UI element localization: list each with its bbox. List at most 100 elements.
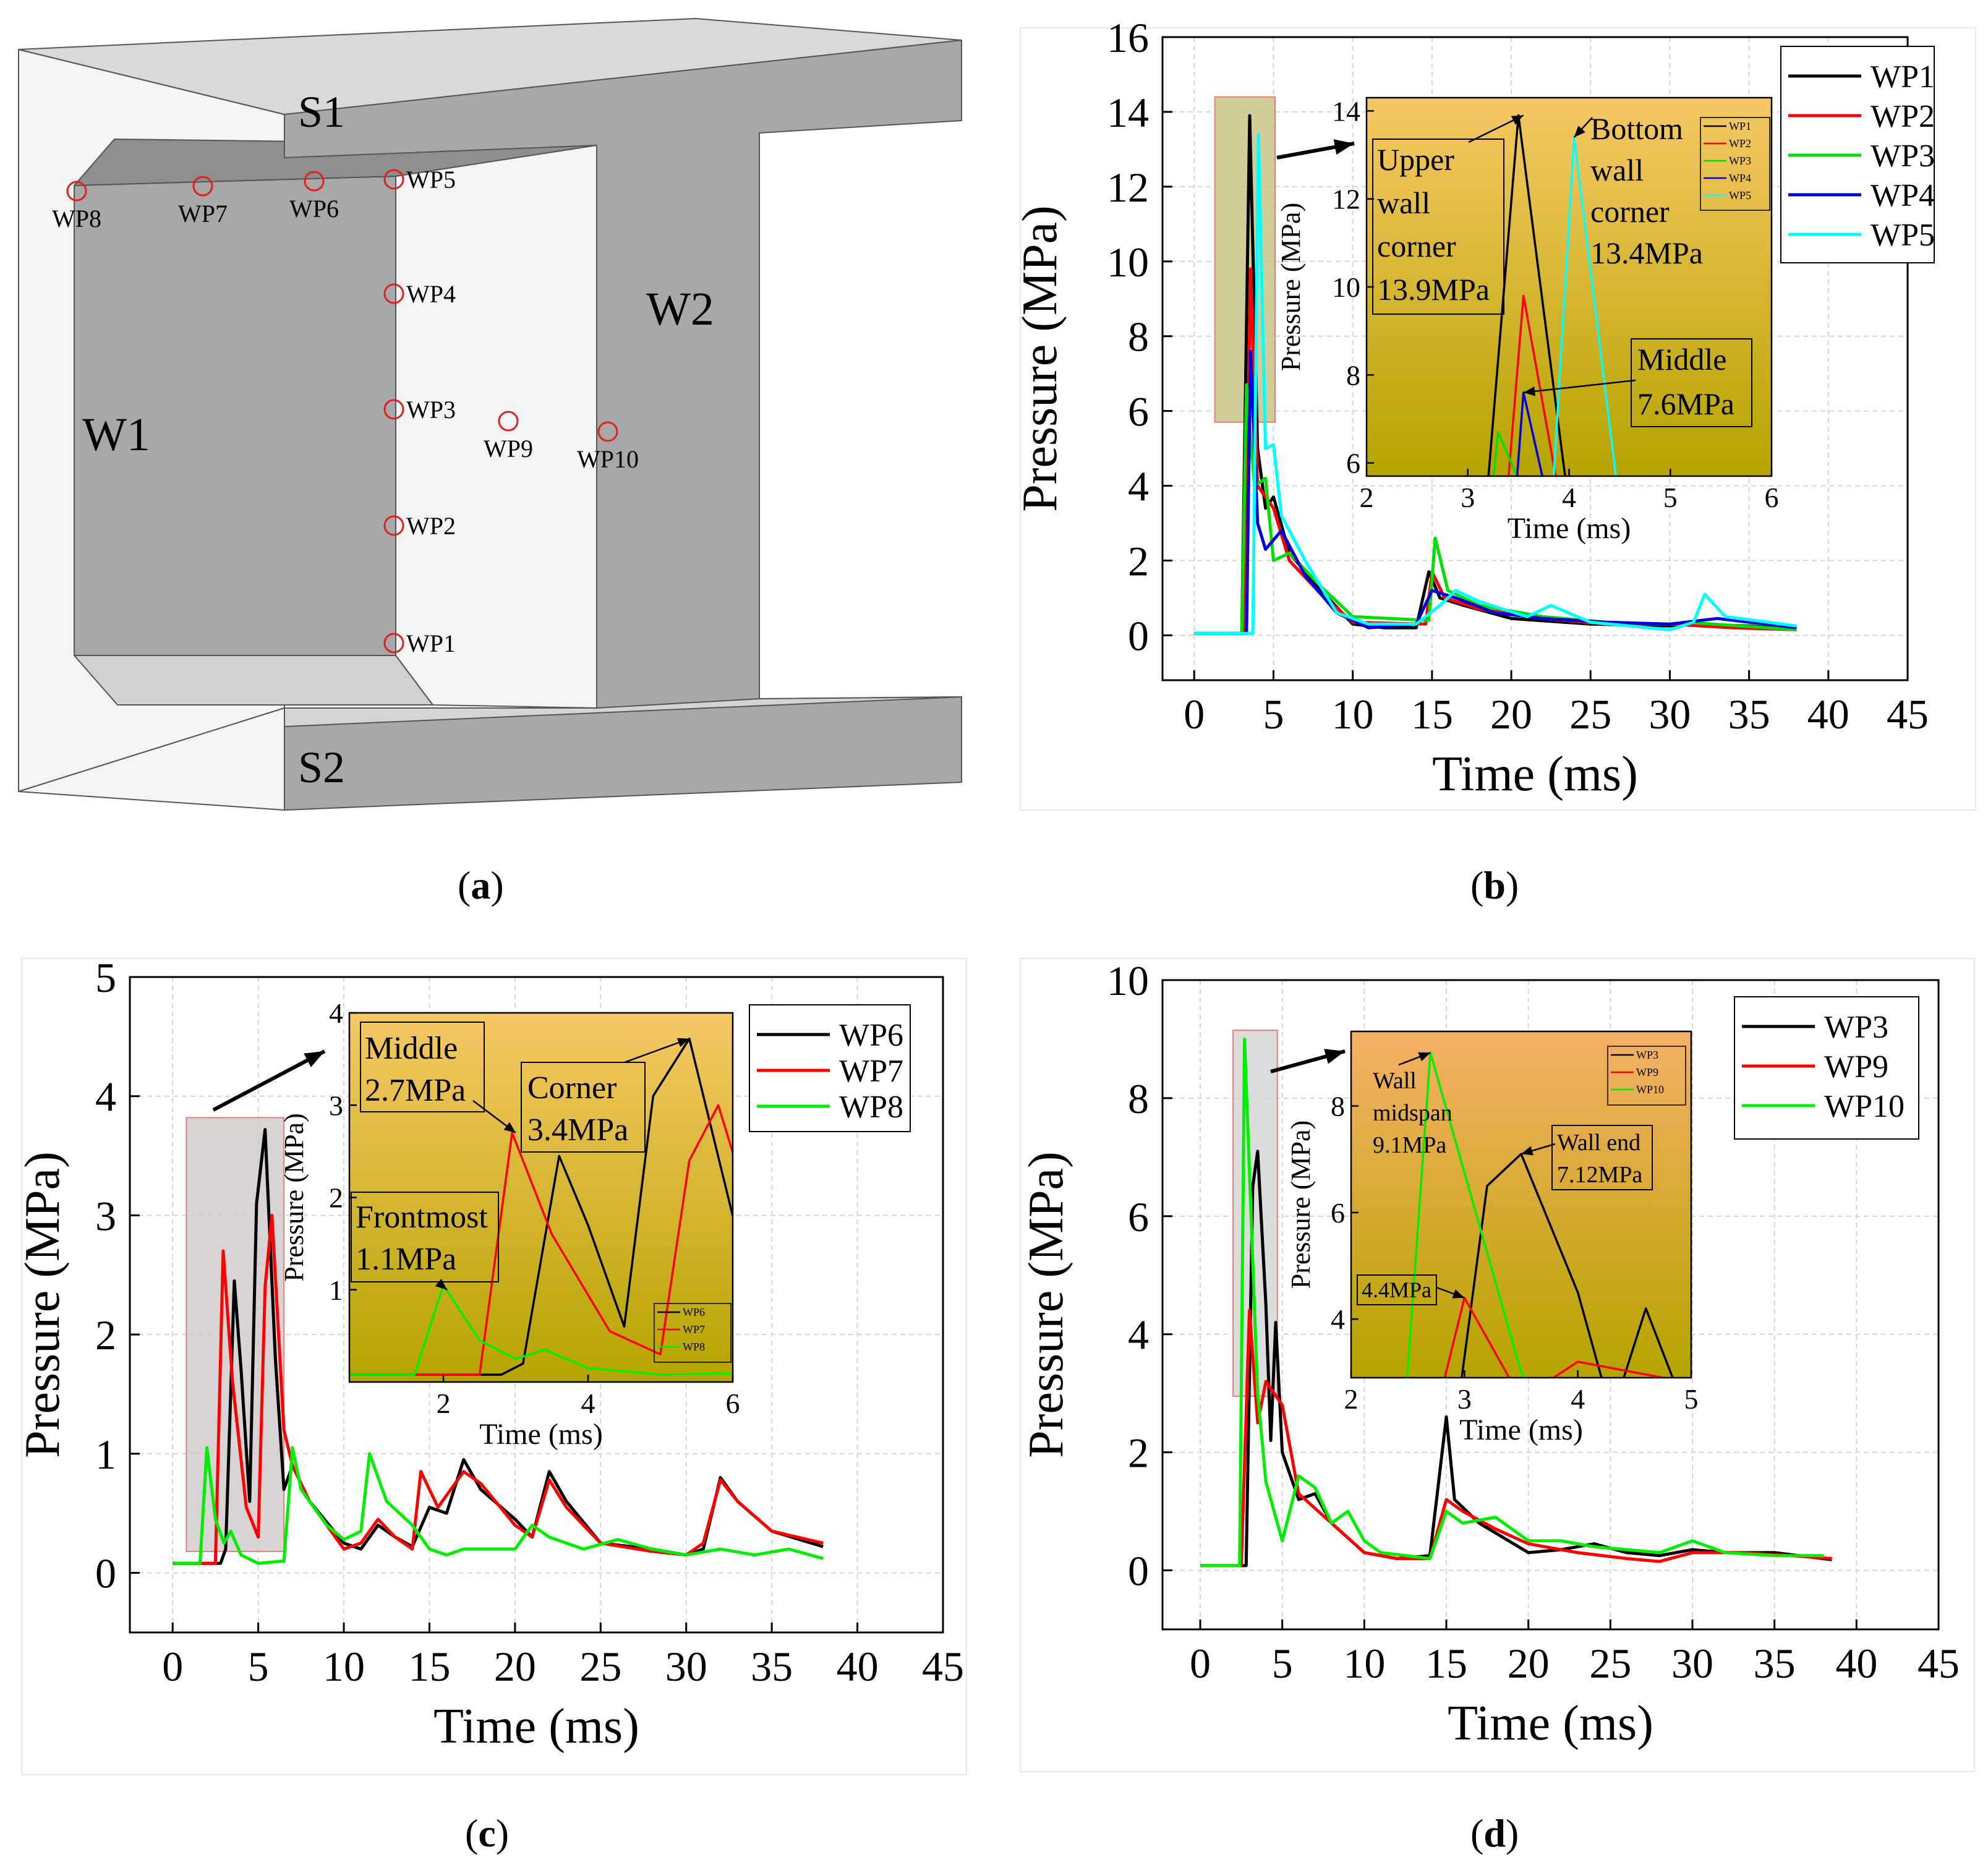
marker-wp9	[498, 411, 519, 432]
inset-legend-label-wp6: WP6	[683, 1306, 705, 1318]
inset-d-legend	[1607, 1046, 1686, 1106]
inset-b-xtick-label: 3	[1461, 482, 1475, 513]
inset-c-annotation: Corner 3.4MPa	[521, 1038, 690, 1153]
inset-legend-label-wp7: WP7	[683, 1323, 705, 1336]
annotation-text: Corner	[527, 1070, 616, 1106]
annotation-text: Middle	[1637, 342, 1726, 377]
annotation-text: 4.4MPa	[1362, 1278, 1431, 1302]
chart-d-xtick-label: 40	[1835, 1640, 1877, 1687]
inset-legend-label-wp3: WP3	[1729, 155, 1751, 167]
annotation-text: Upper	[1377, 142, 1454, 177]
inset-c-xlabel: Time (ms)	[479, 1418, 603, 1451]
inset-b-annotation: Upper wall corner 13.9MPa	[1372, 114, 1524, 315]
series-line-wp10	[1200, 1038, 1824, 1568]
annotation-leader	[1523, 379, 1636, 394]
series-line-wp5	[1194, 132, 1797, 635]
annotation-arrowhead	[1521, 1146, 1534, 1156]
inset-c-annotation: Frontmost 1.1MPa	[351, 1192, 499, 1291]
chart-d-xtick-label: 30	[1671, 1640, 1713, 1687]
label-wp6: WP6	[289, 195, 339, 223]
annotation-text: Bottom	[1590, 111, 1683, 146]
inset-d-xtick-label: 3	[1457, 1383, 1472, 1415]
diagram-s1-face	[284, 40, 962, 811]
annotation-text: Wall	[1373, 1068, 1417, 1094]
chart-b-ytick-label: 6	[1128, 388, 1149, 435]
inset-b-ytick-label: 12	[1332, 184, 1360, 215]
chart-c-ytick-label: 1	[95, 1431, 116, 1478]
chart-b-xtick-label: 20	[1490, 691, 1532, 738]
marker-wp1	[383, 633, 404, 654]
marker-wp6	[304, 171, 325, 192]
chart-b-ytick-label: 2	[1128, 538, 1149, 585]
chart-c-xtick-label: 15	[408, 1643, 450, 1690]
chart-d-zoom-arrowhead	[1324, 1049, 1345, 1064]
inset-legend-label-wp1: WP1	[1729, 120, 1751, 132]
inset-legend-label-wp8: WP8	[683, 1341, 705, 1353]
marker-wp8	[66, 181, 87, 202]
diagram-label-w1: W1	[82, 409, 150, 461]
annotation-text: wall	[1377, 186, 1430, 220]
marker-wp7	[192, 176, 213, 197]
annotation-box	[1372, 139, 1504, 315]
chart-c-ylabel: Pressure (MPa)	[15, 1151, 70, 1457]
chart-b-ytick-label: 12	[1107, 164, 1149, 211]
chart-c-frame	[21, 958, 967, 1775]
diagram-panel-a	[18, 18, 962, 811]
chart-d-xtick-label: 10	[1343, 1640, 1385, 1687]
label-wp9: WP9	[484, 435, 533, 463]
legend-label-wp3: WP3	[1824, 1010, 1888, 1045]
chart-c-xtick-label: 0	[162, 1643, 183, 1690]
chart-b-ytick-label: 8	[1128, 314, 1149, 361]
chart-d-xtick-label: 35	[1754, 1640, 1796, 1687]
annotation-arrowhead	[676, 1038, 689, 1047]
marker-wp5	[383, 169, 404, 190]
inset-b-ylabel: Pressure (MPa)	[1276, 203, 1306, 372]
inset-b-ytick-label: 10	[1332, 271, 1360, 303]
inset-b-legend	[1700, 117, 1770, 211]
chart-d-ytick-label: 4	[1128, 1312, 1149, 1359]
series-line-wp4	[1194, 349, 1797, 635]
chart-b-ytick-label: 14	[1107, 89, 1149, 136]
inset-b-annotation: Middle 7.6MPa	[1523, 338, 1752, 427]
chart-c-xtick-label: 5	[248, 1643, 269, 1690]
inset-d-xtick-label: 5	[1684, 1383, 1699, 1415]
chart-b-ytick-label: 10	[1107, 239, 1149, 286]
annotation-text: 2.7MPa	[365, 1073, 466, 1108]
inset-b-ytick-label: 8	[1346, 359, 1360, 391]
inset-c-background	[349, 1013, 733, 1382]
label-wp10: WP10	[577, 445, 639, 473]
annotation-text: Middle	[365, 1031, 458, 1066]
chart-b-ylabel: Pressure (MPa)	[1013, 205, 1067, 511]
chart-d-xtick-label: 25	[1589, 1640, 1631, 1687]
diagram-inner-right	[395, 145, 597, 709]
inset-d: 2 3 4 5 4 6 8 Time (ms) Pressure (MPa) WP3 WP9 WP10…	[1286, 1030, 1699, 1446]
diagram-label-s2: S2	[298, 743, 345, 792]
inset-b-xtick-label: 4	[1562, 482, 1576, 513]
chart-d-xtick-label: 0	[1190, 1640, 1211, 1687]
inset-d-ytick-label: 6	[1331, 1197, 1345, 1229]
inset-d-ytick-label: 8	[1331, 1091, 1345, 1122]
inset-c-ytick-label: 4	[329, 997, 343, 1029]
diagram-label-w2: W2	[646, 283, 714, 335]
annotation-leader	[624, 1038, 690, 1064]
inset-series-wp8	[349, 1284, 733, 1376]
series-line-wp9	[1200, 1309, 1832, 1568]
series-line-wp8	[173, 1446, 824, 1565]
chart-d-ylabel: Pressure (MPa)	[1019, 1151, 1073, 1457]
annotation-text: 3.4MPa	[527, 1112, 628, 1148]
annotation-box	[1631, 338, 1752, 427]
chart-c-zoom-region	[186, 1117, 285, 1552]
inset-d-ytick-label: 4	[1331, 1303, 1345, 1335]
marker-wp4	[383, 283, 404, 304]
inset-c-ytick-label: 1	[329, 1274, 343, 1306]
inset-d-xtick-label: 4	[1571, 1383, 1585, 1415]
caption-d: (d)	[1470, 1811, 1519, 1855]
chart-c-xtick-label: 10	[323, 1643, 365, 1690]
chart-b-xtick-label: 40	[1807, 691, 1849, 738]
chart-c-ytick-label: 5	[95, 954, 116, 1001]
legend-label-wp3: WP3	[1871, 139, 1935, 174]
chart-b-xtick-label: 0	[1184, 691, 1205, 738]
chart-c-xtick-label: 30	[665, 1643, 707, 1690]
